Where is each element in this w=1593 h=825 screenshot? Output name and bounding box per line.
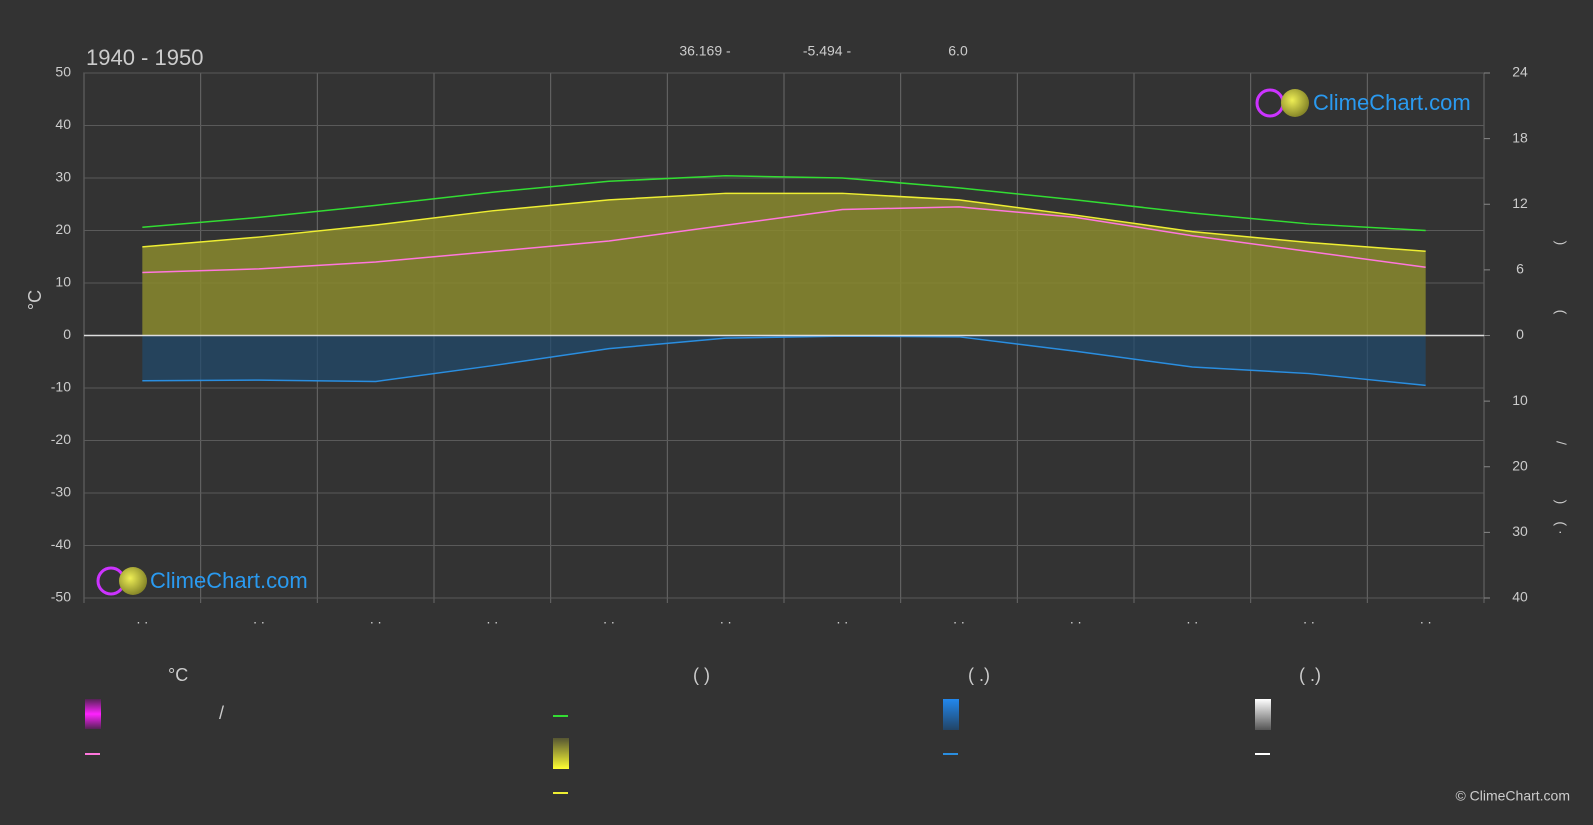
- x-tick-label: . .: [836, 611, 848, 627]
- y-tick-label: 10: [55, 274, 71, 290]
- y3-axis-label: /: [1553, 441, 1569, 445]
- y-tick-label: 30: [55, 169, 71, 185]
- y-tick-label: 0: [63, 326, 71, 342]
- y-tick-label: -50: [51, 589, 71, 605]
- y2-axis-label: ): [1553, 241, 1569, 246]
- legend-swatch: [85, 699, 101, 729]
- legend-text: /: [219, 703, 224, 723]
- y-tick-label: -10: [51, 379, 71, 395]
- y3-tick-label: 10: [1512, 392, 1528, 408]
- chart-title: 1940 - 1950: [86, 45, 203, 70]
- y3-tick-label: 30: [1512, 523, 1528, 539]
- y3-axis-label: ( ·: [1553, 521, 1569, 534]
- y3-tick-label: 40: [1512, 589, 1528, 605]
- legend-header: ( ): [693, 665, 710, 685]
- logo: ClimeChart.com: [96, 566, 308, 596]
- y-tick-label: -30: [51, 484, 71, 500]
- y2-tick-label: 24: [1512, 64, 1528, 80]
- y-axis-label: °C: [25, 290, 45, 310]
- y-tick-label: 20: [55, 221, 71, 237]
- logo-text: ClimeChart.com: [150, 568, 308, 593]
- plot-area: -50 -40 -30 -20 -10 0 10 20 30 40 50 0 6 12 18 24 10 20 30…: [51, 64, 1528, 627]
- y3-tick-label: 20: [1512, 457, 1528, 473]
- x-tick-label: . .: [136, 611, 148, 627]
- sunshine-area: [142, 193, 1426, 336]
- x-tick-label: . .: [370, 611, 382, 627]
- x-tick-label: . .: [1186, 611, 1198, 627]
- legend-header: ( .): [1299, 665, 1321, 685]
- legend-swatch: [1255, 699, 1271, 730]
- y-tick-label: 50: [55, 64, 71, 80]
- y2-tick-label: 0: [1516, 326, 1524, 342]
- x-tick-label: . .: [253, 611, 265, 627]
- latitude: 36.169 -: [679, 43, 731, 59]
- y-tick-label: -40: [51, 536, 71, 552]
- x-tick-label: . .: [1420, 611, 1432, 627]
- precipitation-area: [142, 335, 1426, 386]
- series-line: [142, 175, 1426, 232]
- x-tick-label: . .: [720, 611, 732, 627]
- series-line: [142, 192, 1426, 253]
- longitude: -5.494 -: [803, 43, 852, 59]
- y2-tick-label: 6: [1516, 261, 1524, 277]
- y3-axis-label: ): [1553, 500, 1569, 505]
- copyright: © ClimeChart.com: [1455, 788, 1570, 804]
- elevation: 6.0: [948, 43, 968, 59]
- y2-tick-label: 12: [1512, 195, 1528, 211]
- legend-swatch: [943, 699, 959, 730]
- series-line: [142, 206, 1426, 274]
- y-tick-label: -20: [51, 431, 71, 447]
- y2-tick-label: 18: [1512, 129, 1528, 145]
- x-tick-label: . .: [486, 611, 498, 627]
- legend: [85, 715, 958, 794]
- legend-header: ( .): [968, 665, 990, 685]
- logo-text: ClimeChart.com: [1313, 90, 1471, 115]
- x-tick-label: . .: [603, 611, 615, 627]
- y-tick-label: 40: [55, 116, 71, 132]
- x-tick-label: . .: [1303, 611, 1315, 627]
- logo: ClimeChart.com: [1255, 88, 1471, 118]
- legend-swatch: [553, 738, 569, 769]
- x-tick-label: . .: [953, 611, 965, 627]
- y2-axis-label: (: [1553, 310, 1569, 315]
- series-line: [142, 335, 1426, 387]
- legend-header: °C: [168, 665, 188, 685]
- x-tick-label: . .: [1070, 611, 1082, 627]
